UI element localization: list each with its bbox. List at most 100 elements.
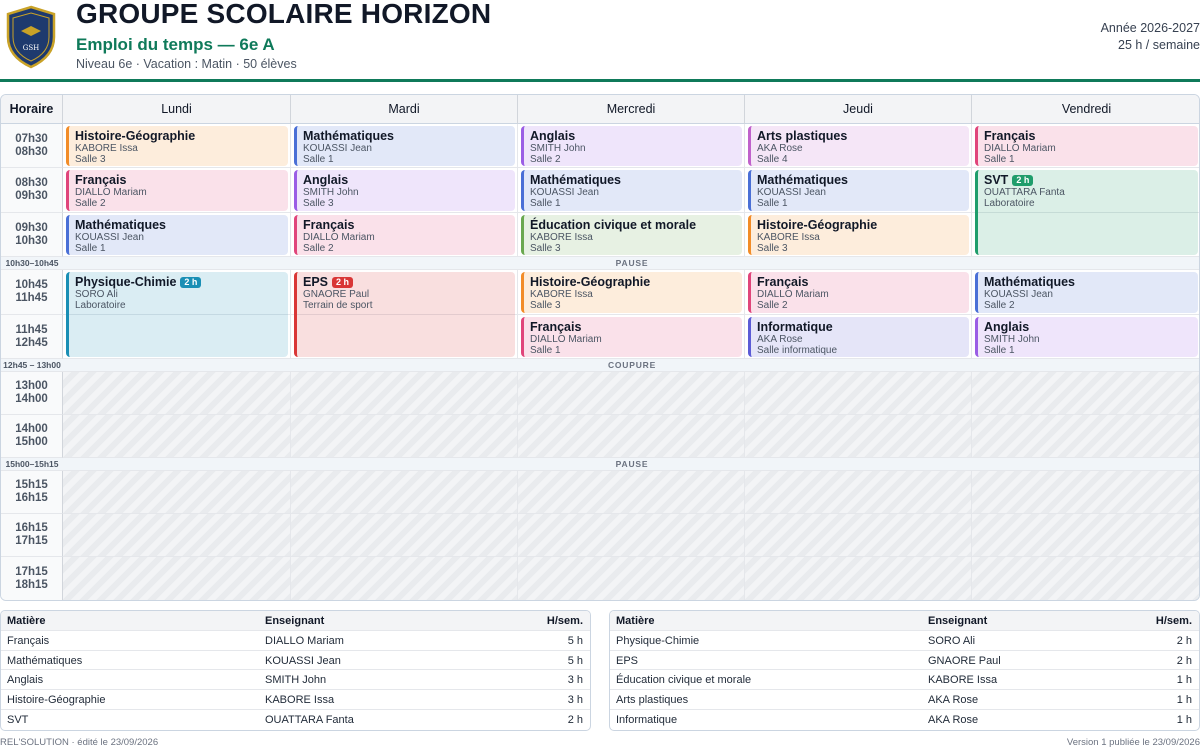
cell-subject: Éducation civique et morale [616,674,752,687]
lesson-room: Salle 1 [984,345,1015,356]
lesson-card[interactable]: Anglais SMITH John Salle 1 [975,317,1198,357]
lesson-room: Salle 1 [984,154,1015,165]
lesson-room: Terrain de sport [303,300,373,311]
lesson-subject: Français [757,275,969,289]
slot-start-time: 15h15 [15,479,48,491]
grid-cell [291,213,518,257]
grid-cell [972,213,1199,257]
grid-cell [518,168,745,213]
cell-teacher: GNAORE Paul [928,654,1001,667]
empty-slot [63,557,291,600]
lesson-teacher: KOUASSI Jean [984,289,1053,300]
cell-hours: 5 h [567,634,583,647]
time-slot: 09h30 10h30 [1,213,63,257]
grid-cell [745,168,972,213]
lesson-room: Salle 1 [303,154,334,165]
lesson-card[interactable]: Français DIALLO Mariam Salle 2 [748,272,969,313]
lesson-card[interactable]: Français DIALLO Mariam Salle 2 [294,215,515,255]
empty-slot [291,557,518,600]
lesson-card[interactable]: Informatique AKA Rose Salle informatique [748,317,969,357]
lesson-room: Salle 1 [757,198,788,209]
grid-cell [291,315,518,359]
cell-hours: 1 h [1176,694,1192,707]
grid-cell [63,315,291,359]
cell-teacher: DIALLO Mariam [265,634,344,647]
time-slot: 13h00 14h00 [1,372,63,415]
lesson-card[interactable]: Histoire-Géographie KABORE Issa Salle 3 [66,126,288,166]
summary-table-left: Matière Enseignant H/sem. Français DIALL… [0,610,591,731]
lesson-card[interactable]: Histoire-Géographie KABORE Issa Salle 3 [748,215,969,255]
lesson-room: Salle 2 [984,300,1015,311]
time-slot: 10h45 11h45 [1,270,63,315]
cell-teacher: AKA Rose [928,694,979,707]
cell-teacher: OUATTARA Fanta [265,713,354,726]
lesson-card[interactable]: Éducation civique et morale KABORE Issa Sa… [521,215,742,255]
grid-cell [291,168,518,213]
lesson-teacher: KABORE Issa [75,143,138,154]
footer-edited: REL'SOLUTION · édité le 23/09/2026 [0,737,159,748]
cell-teacher: AKA Rose [928,713,979,726]
day-header-jeudi: Jeudi [745,95,972,124]
lesson-room: Salle informatique [757,345,838,356]
grid-cell [745,315,972,359]
lesson-card[interactable]: SVT 2 h OUATTARA Fanta Laboratoire [975,170,1198,255]
lesson-card[interactable]: Histoire-Géographie KABORE Issa Salle 3 [521,272,742,313]
slot-start-time: 17h15 [15,566,48,578]
table-row: Informatique AKA Rose 1 h [610,710,1199,730]
time-slot: 08h30 09h30 [1,168,63,213]
lesson-subject: Informatique [757,320,969,334]
day-header-mercredi: Mercredi [518,95,745,124]
cell-teacher: KOUASSI Jean [265,654,341,667]
empty-slot [972,372,1199,415]
lesson-card[interactable]: Anglais SMITH John Salle 2 [521,126,742,166]
cell-subject: Français [7,634,50,647]
lesson-teacher: SMITH John [984,334,1040,345]
break-label: PAUSE [615,258,649,268]
lesson-room: Salle 3 [75,154,106,165]
timetable-header-row: Horaire Lundi Mardi Mercredi Jeudi Vendr… [1,95,1199,124]
lesson-card[interactable]: Français DIALLO Mariam Salle 1 [975,126,1198,166]
empty-slot [745,372,972,415]
lesson-teacher: SORO Ali [75,289,118,300]
empty-slot [291,471,518,514]
empty-slot [745,557,972,600]
lesson-card[interactable]: Mathématiques KOUASSI Jean Salle 1 [521,170,742,211]
lesson-teacher: AKA Rose [757,334,803,345]
lesson-room: Laboratoire [75,300,126,311]
summary-header-row: Matière Enseignant H/sem. [1,611,590,631]
lesson-card[interactable]: Arts plastiques AKA Rose Salle 4 [748,126,969,166]
slot-start-time: 10h45 [15,279,48,291]
lesson-teacher: SMITH John [303,187,359,198]
empty-slot [518,557,745,600]
lesson-subject-text: Histoire-Géographie [75,129,196,143]
time-slot: 16h15 17h15 [1,514,63,557]
empty-slot [291,372,518,415]
grid-cell [518,213,745,257]
lesson-card[interactable]: EPS 2 h GNAORE Paul Terrain de sport [294,272,515,357]
lesson-card[interactable]: Mathématiques KOUASSI Jean Salle 1 [66,215,288,255]
lesson-card[interactable]: Français DIALLO Mariam Salle 1 [521,317,742,357]
lesson-card[interactable]: Physique-Chimie 2 h SORO Ali Laboratoire [66,272,288,357]
lesson-subject-text: Mathématiques [303,129,394,143]
grid-cell [972,270,1199,315]
lesson-subject: SVT 2 h [984,173,1198,187]
empty-slot [745,514,972,557]
lesson-room: Salle 3 [757,243,788,254]
lesson-card[interactable]: Mathématiques KOUASSI Jean Salle 1 [748,170,969,211]
cell-hours: 3 h [567,674,583,687]
break-label: COUPURE [607,360,657,370]
footer-version: Version 1 publiée le 23/09/2026 [1066,737,1200,748]
school-name: GROUPE SCOLAIRE HORIZON [76,0,492,29]
lesson-card[interactable]: Anglais SMITH John Salle 3 [294,170,515,211]
lesson-teacher: GNAORE Paul [303,289,370,300]
lesson-card[interactable]: Mathématiques KOUASSI Jean Salle 2 [975,272,1198,313]
lesson-card[interactable]: Français DIALLO Mariam Salle 2 [66,170,288,211]
lesson-subject: EPS 2 h [303,275,515,289]
break-time: 15h00–15h15 [5,459,59,469]
lesson-teacher: OUATTARA Fanta [984,187,1065,198]
slot-start-time: 16h15 [15,522,48,534]
lesson-card[interactable]: Mathématiques KOUASSI Jean Salle 1 [294,126,515,166]
grid-cell [518,124,745,168]
lesson-subject: Histoire-Géographie [530,275,742,289]
cell-hours: 3 h [567,694,583,707]
